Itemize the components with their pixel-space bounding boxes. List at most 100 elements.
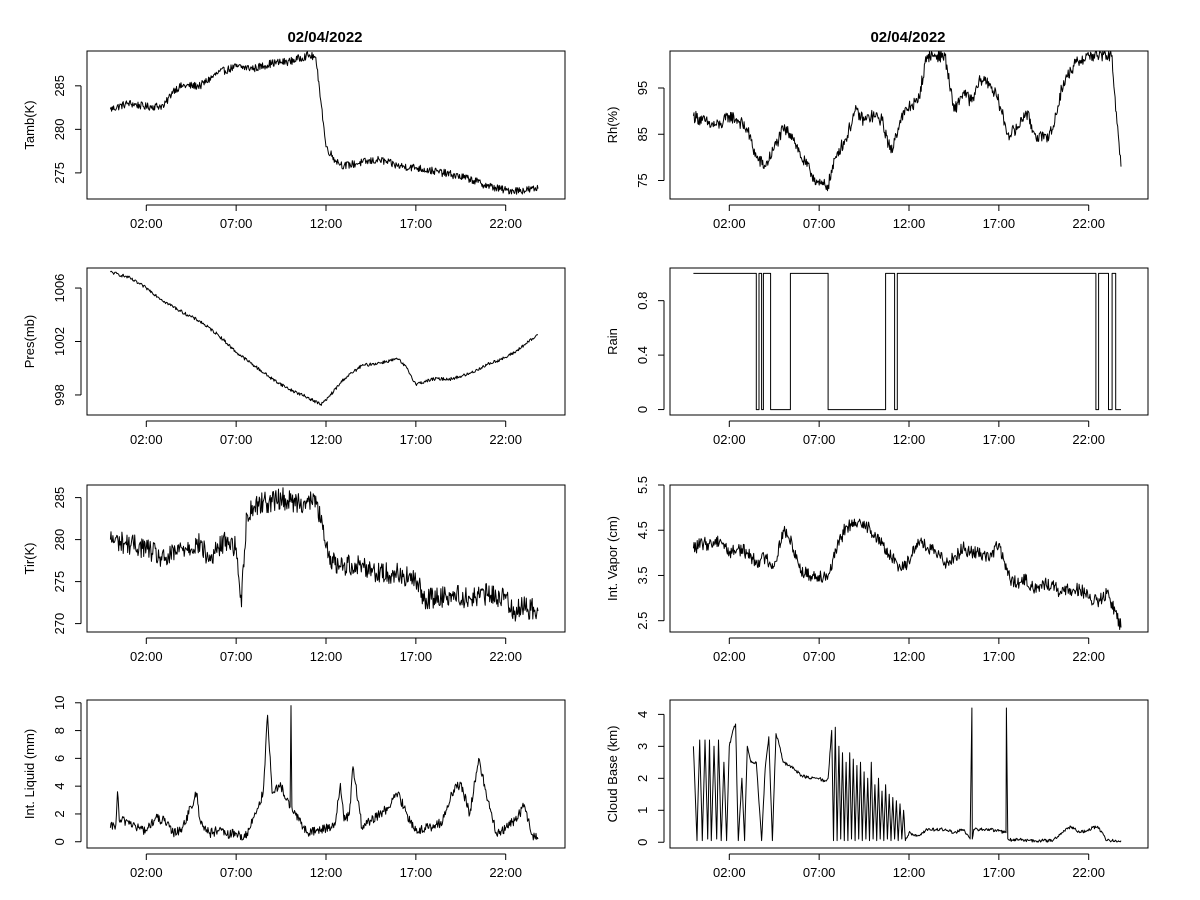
liquid-x-tick-label: 02:00 (130, 865, 163, 880)
rh-y-tick-label: 85 (635, 127, 650, 141)
pres-x-tick-label: 17:00 (400, 432, 433, 447)
tamb-y-tick-label: 285 (52, 75, 67, 97)
rh-y-tick-label: 75 (635, 173, 650, 187)
tamb-x-tick-label: 22:00 (489, 216, 522, 231)
pres-x-tick-label: 12:00 (310, 432, 343, 447)
liquid-x-tick-label: 22:00 (489, 865, 522, 880)
rh-series-line (692, 50, 1122, 192)
rain-y-tick-label: 0 (635, 406, 650, 413)
rain-x-tick-label: 02:00 (713, 432, 746, 447)
tamb-x-tick-label: 02:00 (130, 216, 163, 231)
pres-series-line (110, 270, 538, 406)
liquid-y-tick-label: 10 (52, 696, 67, 710)
rh-x-tick-label: 17:00 (983, 216, 1016, 231)
rh-y-axis-label: Rh(%) (605, 107, 620, 144)
rain-plot-frame (669, 267, 1149, 416)
cloud-x-tick-label: 17:00 (983, 865, 1016, 880)
tir-y-tick-label: 270 (52, 613, 67, 635)
pres-plot-frame (86, 267, 566, 416)
rain-x-tick-label: 07:00 (803, 432, 836, 447)
tamb-x-tick-label: 07:00 (220, 216, 253, 231)
tir-x-tick-label: 22:00 (489, 649, 522, 664)
vapor-x-tick-label: 02:00 (713, 649, 746, 664)
pres-y-tick-label: 998 (52, 384, 67, 406)
liquid-plot-frame (86, 699, 566, 849)
cloud-y-tick-label: 2 (635, 775, 650, 782)
vapor-y-tick-label: 2.5 (635, 612, 650, 630)
vapor-panel: 02:00 07:00 12:00 17:00 22:00 2.5 3.5 4.5 5.5 Int… (605, 476, 1149, 664)
liquid-series-line (109, 705, 539, 841)
cloud-y-tick-label: 3 (635, 743, 650, 750)
vapor-y-axis-label: Int. Vapor (cm) (605, 516, 620, 601)
tir-y-tick-label: 280 (52, 529, 67, 551)
cloud-x-tick-label: 22:00 (1072, 865, 1105, 880)
tamb-panel: 02:00 07:00 12:00 17:00 22:00 275 280 285 Tamb(K… (22, 50, 566, 231)
tir-x-tick-label: 12:00 (310, 649, 343, 664)
vapor-y-tick-label: 3.5 (635, 566, 650, 584)
vapor-x-tick-label: 12:00 (893, 649, 926, 664)
rain-x-tick-label: 12:00 (893, 432, 926, 447)
cloud-y-tick-label: 0 (635, 839, 650, 846)
rain-y-tick-label: 0.4 (635, 346, 650, 364)
rain-series-line (693, 272, 1121, 411)
liquid-x-tick-label: 07:00 (220, 865, 253, 880)
cloud-x-tick-label: 12:00 (893, 865, 926, 880)
vapor-plot-frame (669, 484, 1149, 633)
cloud-x-tick-label: 02:00 (713, 865, 746, 880)
tir-y-tick-label: 275 (52, 571, 67, 593)
rain-x-tick-label: 17:00 (983, 432, 1016, 447)
rain-y-axis-label: Rain (605, 328, 620, 355)
tir-series-line (109, 487, 539, 622)
rain-panel: 02:00 07:00 12:00 17:00 22:00 0 0.4 0.8 Rain (605, 267, 1149, 447)
rain-x-tick-label: 22:00 (1072, 432, 1105, 447)
pres-x-tick-label: 22:00 (489, 432, 522, 447)
pres-panel: 02:00 07:00 12:00 17:00 22:00 998 1002 1006 Pres… (22, 267, 566, 447)
cloud-y-tick-label: 1 (635, 807, 650, 814)
pres-y-tick-label: 1002 (52, 327, 67, 356)
liquid-y-tick-label: 4 (52, 783, 67, 790)
tir-panel: 02:00 07:00 12:00 17:00 22:00 270 275 280 285 Tir… (22, 484, 566, 664)
liquid-panel: 02:00 07:00 12:00 17:00 22:00 0 2 4 6 8 10 Int. Liq… (22, 696, 566, 880)
cloud-series-line (692, 707, 1122, 843)
pres-x-tick-label: 07:00 (220, 432, 253, 447)
cloud-x-tick-label: 07:00 (803, 865, 836, 880)
tir-y-tick-label: 285 (52, 487, 67, 509)
rh-x-tick-label: 02:00 (713, 216, 746, 231)
tamb-series-line (109, 51, 539, 195)
pres-x-tick-label: 02:00 (130, 432, 163, 447)
rh-y-tick-label: 95 (635, 81, 650, 95)
pres-y-tick-label: 1006 (52, 274, 67, 303)
rh-x-tick-label: 22:00 (1072, 216, 1105, 231)
rh-panel: 02:00 07:00 12:00 17:00 22:00 75 85 95 Rh(%) (605, 50, 1149, 231)
left-column-title: 02/04/2022 (287, 29, 362, 46)
liquid-y-tick-label: 8 (52, 727, 67, 734)
cloud-y-tick-label: 4 (635, 711, 650, 718)
vapor-y-tick-label: 5.5 (635, 476, 650, 494)
liquid-x-tick-label: 17:00 (400, 865, 433, 880)
liquid-x-tick-label: 12:00 (310, 865, 343, 880)
rain-y-tick-label: 0.8 (635, 292, 650, 310)
cloud-y-axis-label: Cloud Base (km) (605, 726, 620, 823)
tamb-y-tick-label: 280 (52, 119, 67, 141)
tir-x-tick-label: 07:00 (220, 649, 253, 664)
tir-plot-frame (86, 484, 566, 633)
rh-x-tick-label: 12:00 (893, 216, 926, 231)
vapor-x-tick-label: 17:00 (983, 649, 1016, 664)
vapor-x-tick-label: 22:00 (1072, 649, 1105, 664)
liquid-y-tick-label: 2 (52, 810, 67, 817)
tamb-x-tick-label: 17:00 (400, 216, 433, 231)
right-column-title: 02/04/2022 (870, 29, 945, 46)
tamb-y-tick-label: 275 (52, 162, 67, 184)
tir-y-axis-label: Tir(K) (22, 542, 37, 574)
tamb-plot-frame (86, 50, 566, 200)
liquid-y-axis-label: Int. Liquid (mm) (22, 729, 37, 819)
cloud-plot-frame (669, 699, 1149, 849)
rh-x-tick-label: 07:00 (803, 216, 836, 231)
liquid-y-tick-label: 0 (52, 838, 67, 845)
tamb-x-tick-label: 12:00 (310, 216, 343, 231)
vapor-x-tick-label: 07:00 (803, 649, 836, 664)
pres-y-axis-label: Pres(mb) (22, 315, 37, 368)
rh-plot-frame (669, 50, 1149, 200)
cloud-panel: 02:00 07:00 12:00 17:00 22:00 0 1 2 3 4 Cloud Base… (605, 699, 1149, 880)
